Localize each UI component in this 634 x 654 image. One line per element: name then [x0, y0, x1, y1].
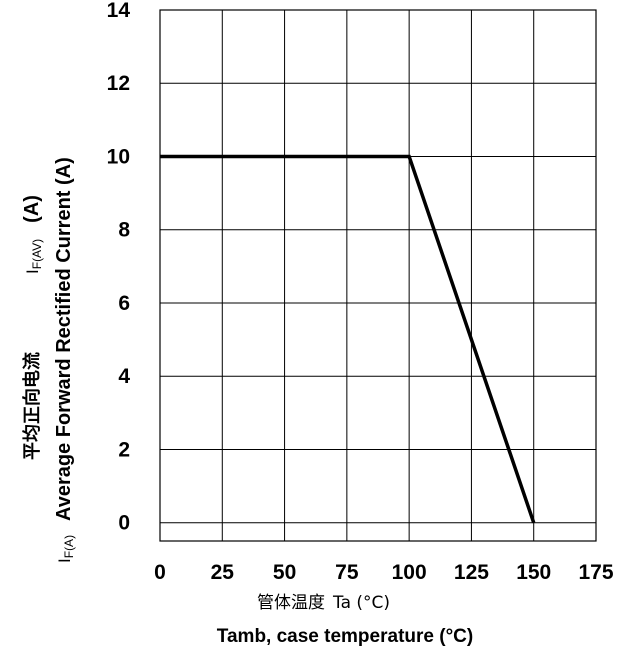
y-axis-label-group-left: IF(A) Average Forward Rectified Current …	[53, 157, 76, 563]
x-axis-label-cn-text: 管体温度	[257, 593, 325, 613]
x-tick-label: 25	[211, 561, 235, 584]
x-tick-label: 100	[392, 561, 427, 584]
y-tick-label: 12	[107, 72, 130, 95]
y-axis-label-symbol-left: IF(A)	[55, 535, 76, 563]
y-tick-label: 4	[118, 365, 130, 388]
y-tick-label: 14	[107, 0, 131, 22]
x-tick-label: 125	[454, 561, 489, 584]
y-axis-label-cn: 平均正向电流	[21, 352, 43, 460]
series-layer	[160, 154, 536, 524]
x-axis-label-en: Tamb, case temperature (°C)	[217, 626, 473, 647]
y-unit-right: (A)	[21, 195, 43, 223]
series-line	[160, 154, 536, 524]
y-symbol-left: I	[55, 558, 74, 563]
y-subscript-left: F(A)	[62, 535, 76, 558]
x-tick-labels: 0 25 50 75 100 125 150 175	[154, 561, 614, 584]
x-axis-label-symbol-text: Ta (°C)	[332, 593, 390, 613]
x-axis-label-cn: 管体温度	[257, 593, 325, 613]
y-tick-label: 0	[118, 512, 130, 535]
y-tick-label: 10	[107, 145, 130, 168]
y-symbol-right: I	[23, 269, 42, 274]
y-axis-label-group-right: IF(AV) (A)	[21, 195, 44, 274]
x-tick-label: 0	[154, 561, 166, 584]
x-tick-label: 175	[578, 561, 613, 584]
y-subscript-right: F(AV)	[30, 239, 44, 269]
y-axis-label-group-cn: 平均正向电流	[21, 352, 43, 460]
y-tick-label: 6	[118, 292, 130, 315]
x-axis-label-symbol: Ta (°C)	[332, 593, 390, 613]
x-tick-label: 50	[273, 561, 296, 584]
y-axis-label-symbol-right: IF(AV) (A)	[21, 195, 44, 274]
y-axis-label-en: Average Forward Rectified Current (A)	[53, 157, 75, 521]
y-tick-label: 2	[118, 438, 130, 461]
x-tick-label: 75	[335, 561, 359, 584]
y-tick-labels: 0 2 4 6 8 10 12 14	[107, 0, 131, 535]
y-tick-label: 8	[118, 219, 130, 242]
x-tick-label: 150	[516, 561, 551, 584]
plot-border	[159, 9, 597, 542]
